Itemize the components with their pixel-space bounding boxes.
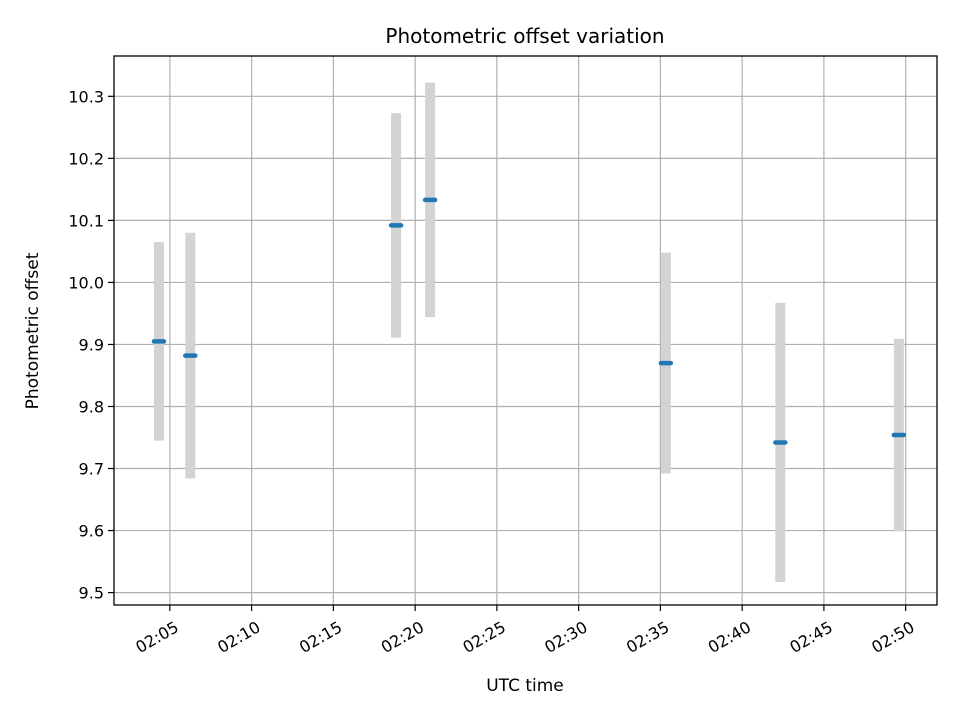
y-tick-label: 10.3 [68, 87, 104, 106]
y-tick-label: 9.8 [79, 397, 104, 416]
plot-frame [113, 55, 938, 606]
y-tick-label: 9.7 [79, 460, 104, 479]
y-tick-label: 9.9 [79, 335, 104, 354]
x-axis-label: UTC time [486, 676, 564, 696]
y-tick-label: 9.5 [79, 584, 104, 603]
grid-layer [114, 56, 937, 605]
y-tick-label: 10.2 [68, 149, 104, 168]
y-axis-label: Photometric offset [23, 252, 43, 409]
y-tick-label: 9.6 [79, 522, 104, 541]
y-tick-label: 10.1 [68, 211, 104, 230]
chart-title: Photometric offset variation [385, 24, 664, 48]
y-tick-label: 10.0 [68, 273, 104, 292]
marker-layer [151, 197, 907, 445]
